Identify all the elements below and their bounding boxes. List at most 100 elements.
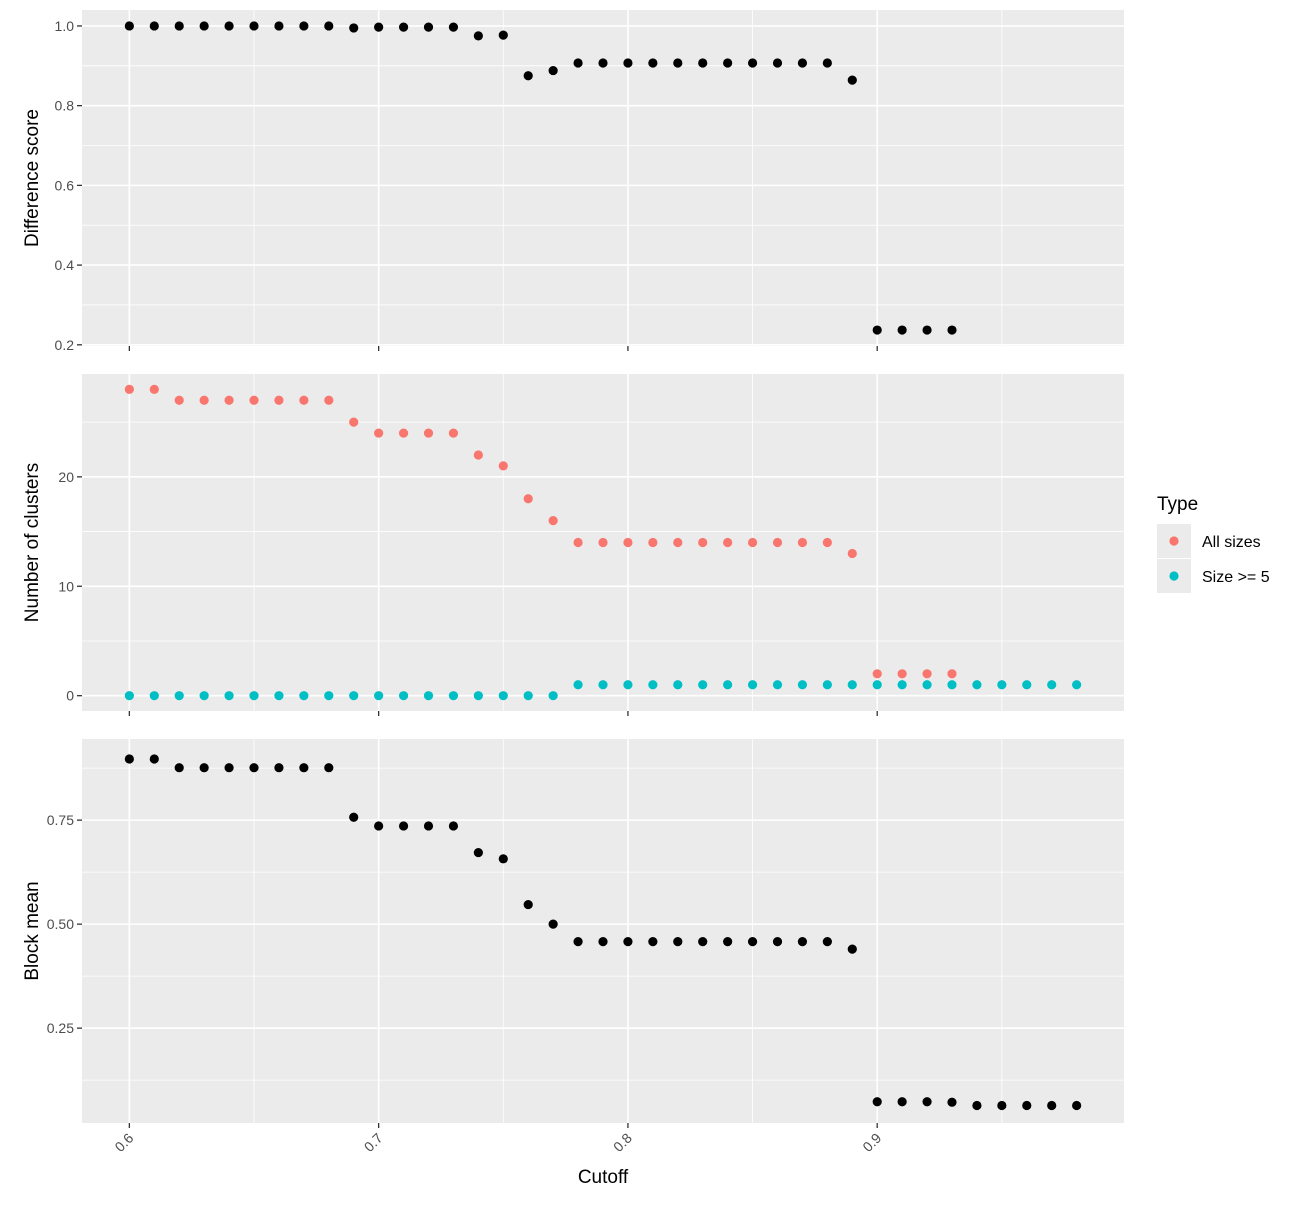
data-point — [847, 75, 857, 85]
data-point — [149, 754, 159, 764]
data-point — [947, 680, 957, 690]
data-point — [174, 691, 184, 701]
data-point — [448, 22, 459, 32]
data-point — [224, 395, 234, 405]
y-tick-label: 0 — [66, 688, 74, 704]
data-point — [723, 537, 733, 548]
y-tick-label: 0.8 — [55, 98, 75, 114]
data-point — [473, 847, 483, 858]
data-point — [922, 680, 932, 690]
x-tick-label: 0.6 — [111, 1130, 136, 1155]
data-point — [673, 937, 683, 947]
data-point — [797, 680, 808, 690]
data-point — [149, 384, 159, 394]
data-point — [324, 763, 334, 773]
data-point — [523, 71, 533, 81]
data-point — [199, 395, 209, 405]
data-point — [548, 691, 558, 701]
data-point — [922, 1097, 932, 1107]
data-point — [648, 937, 658, 947]
data-point — [772, 58, 783, 68]
data-point — [922, 669, 932, 679]
data-point — [723, 937, 733, 947]
data-point — [423, 428, 434, 438]
data-point — [299, 691, 309, 701]
data-point — [772, 937, 783, 947]
data-point — [947, 669, 957, 679]
data-point — [498, 30, 508, 40]
data-point — [548, 65, 558, 76]
data-point — [174, 763, 184, 773]
x-tick-label: 0.7 — [361, 1130, 386, 1155]
data-point — [872, 669, 882, 679]
y-tick-label: 0.25 — [47, 1020, 74, 1036]
data-point — [723, 58, 733, 68]
data-point — [648, 680, 658, 690]
legend-entry-label: Size >= 5 — [1202, 569, 1270, 586]
data-point — [723, 680, 733, 690]
data-point — [398, 428, 409, 438]
data-point — [797, 937, 808, 947]
data-point — [398, 821, 409, 831]
data-point — [274, 691, 284, 701]
data-point — [498, 691, 508, 701]
data-point — [897, 325, 907, 335]
data-point — [124, 384, 134, 394]
x-tick-label: 0.9 — [859, 1130, 884, 1155]
legend-key-point — [1169, 571, 1179, 581]
data-point — [673, 537, 683, 548]
data-point — [747, 58, 758, 68]
data-point — [648, 537, 658, 548]
data-point — [598, 937, 608, 947]
data-point — [1022, 1100, 1032, 1111]
data-point — [598, 58, 608, 68]
data-point — [623, 537, 633, 548]
legend-key-point — [1169, 536, 1179, 546]
data-point — [623, 680, 633, 690]
data-point — [598, 537, 608, 548]
data-point — [423, 691, 434, 701]
data-point — [274, 763, 284, 773]
data-point — [598, 680, 608, 690]
data-point — [573, 58, 583, 68]
data-point — [199, 691, 209, 701]
data-point — [822, 537, 832, 548]
data-point — [249, 763, 259, 773]
data-point — [648, 58, 658, 68]
data-point — [1047, 680, 1057, 690]
y-tick-label: 1.0 — [55, 18, 75, 34]
data-point — [224, 763, 234, 773]
data-point — [199, 763, 209, 773]
data-point — [249, 691, 259, 701]
y-tick-label: 0.2 — [55, 337, 75, 353]
data-point — [398, 691, 409, 701]
data-point — [523, 691, 533, 701]
data-point — [448, 691, 459, 701]
data-point — [423, 22, 434, 32]
legend-entry-label: All sizes — [1202, 534, 1261, 551]
data-point — [498, 461, 508, 471]
data-point — [897, 680, 907, 690]
data-point — [124, 21, 134, 31]
data-point — [274, 21, 284, 31]
y-tick-label: 10 — [58, 578, 74, 594]
data-point — [947, 1097, 957, 1107]
data-point — [747, 537, 758, 548]
data-point — [498, 854, 508, 864]
data-point — [324, 691, 334, 701]
panel-background — [82, 739, 1124, 1123]
data-point — [822, 58, 832, 68]
data-point — [972, 680, 982, 690]
data-point — [448, 428, 459, 438]
data-point — [473, 450, 483, 460]
y-axis-title: Difference score — [22, 109, 43, 247]
x-axis-title: Cutoff — [578, 1167, 629, 1188]
y-axis-title: Number of clusters — [22, 463, 43, 622]
data-point — [349, 417, 359, 427]
data-point — [573, 537, 583, 548]
data-point — [897, 1097, 907, 1107]
data-point — [374, 22, 384, 32]
data-point — [199, 21, 209, 31]
data-point — [174, 395, 184, 405]
data-point — [249, 395, 259, 405]
